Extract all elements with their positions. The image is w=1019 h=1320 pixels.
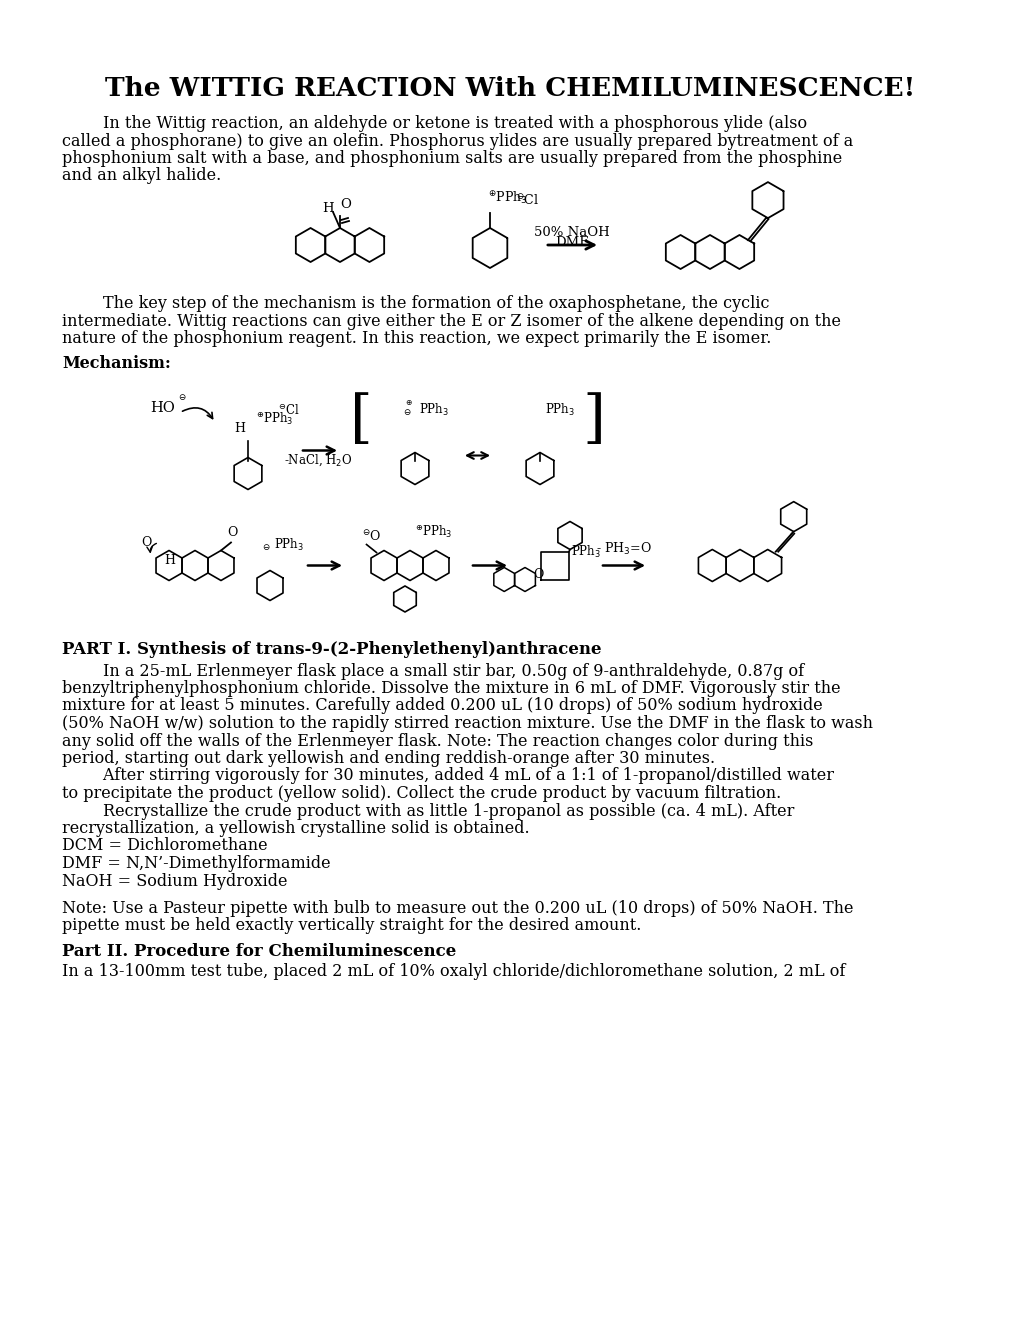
Text: $^{\ominus}$: $^{\ominus}$ [178,393,186,407]
Text: PPh$_3$: PPh$_3$ [571,544,600,560]
Text: $^{\ominus}$: $^{\ominus}$ [262,544,270,557]
Text: benzyltriphenylphosphonium chloride. Dissolve the mixture in 6 mL of DMF. Vigoro: benzyltriphenylphosphonium chloride. Dis… [62,680,840,697]
Text: $^{\oplus}$PPh$_3$: $^{\oplus}$PPh$_3$ [256,411,293,426]
Text: -NaCl, H$_2$O: -NaCl, H$_2$O [283,453,352,469]
Text: recrystallization, a yellowish crystalline solid is obtained.: recrystallization, a yellowish crystalli… [62,820,529,837]
Text: In a 25-mL Erlenmeyer flask place a small stir bar, 0.50g of 9-anthraldehyde, 0.: In a 25-mL Erlenmeyer flask place a smal… [62,663,803,680]
Text: In a 13-100mm test tube, placed 2 mL of 10% oxalyl chloride/dichloromethane solu: In a 13-100mm test tube, placed 2 mL of … [62,964,845,979]
Text: [: [ [350,392,372,449]
Text: called a phosphorane) to give an olefin. Phosphorus ylides are usually prepared : called a phosphorane) to give an olefin.… [62,132,853,149]
Text: $^{\ominus}$: $^{\ominus}$ [403,408,411,421]
Text: HO: HO [150,401,175,416]
Text: - PH$_3$=O: - PH$_3$=O [595,540,651,557]
Text: O: O [533,568,543,581]
Text: PPh$_3$: PPh$_3$ [419,401,448,417]
Text: to precipitate the product (yellow solid). Collect the crude product by vacuum f: to precipitate the product (yellow solid… [62,785,781,803]
Text: mixture for at least 5 minutes. Carefully added 0.200 uL (10 drops) of 50% sodiu: mixture for at least 5 minutes. Carefull… [62,697,822,714]
Text: Mechanism:: Mechanism: [62,355,171,372]
Text: O: O [227,525,237,539]
Text: $^{\ominus}$Cl: $^{\ominus}$Cl [278,403,300,417]
Text: Recrystallize the crude product with as little 1-propanol as possible (ca. 4 mL): Recrystallize the crude product with as … [62,803,794,820]
Text: H: H [322,202,333,214]
Text: $^{\oplus}$PPh$_3$: $^{\oplus}$PPh$_3$ [487,190,527,206]
Text: Note: Use a Pasteur pipette with bulb to measure out the 0.200 uL (10 drops) of : Note: Use a Pasteur pipette with bulb to… [62,900,853,917]
Text: $^{\ominus}$O: $^{\ominus}$O [362,528,381,544]
Text: In the Wittig reaction, an aldehyde or ketone is treated with a phosphorous ylid: In the Wittig reaction, an aldehyde or k… [62,115,806,132]
Text: NaOH = Sodium Hydroxide: NaOH = Sodium Hydroxide [62,873,287,890]
Text: ]: ] [582,392,604,449]
Text: phosphonium salt with a base, and phosphonium salts are usually prepared from th: phosphonium salt with a base, and phosph… [62,150,842,168]
Text: H: H [234,422,246,436]
Text: and an alkyl halide.: and an alkyl halide. [62,168,221,185]
Text: $^{\oplus}$PPh$_3$: $^{\oplus}$PPh$_3$ [415,523,452,540]
Text: DMF = N,N’-Dimethylformamide: DMF = N,N’-Dimethylformamide [62,855,330,873]
Text: DCM = Dichloromethane: DCM = Dichloromethane [62,837,267,854]
Text: 50% NaOH: 50% NaOH [534,226,609,239]
Text: nature of the phosphonium reagent. In this reaction, we expect primarily the E i: nature of the phosphonium reagent. In th… [62,330,770,347]
Text: $^{\ominus}$Cl: $^{\ominus}$Cl [516,193,538,207]
Text: period, starting out dark yellowish and ending reddish-orange after 30 minutes.: period, starting out dark yellowish and … [62,750,714,767]
Text: O: O [340,198,352,210]
Text: PPh$_3$: PPh$_3$ [274,536,304,553]
Text: Part II. Procedure for Chemiluminescence: Part II. Procedure for Chemiluminescence [62,942,455,960]
Text: DMF: DMF [554,235,588,248]
Text: $^{\oplus}$: $^{\oplus}$ [405,400,413,409]
Text: any solid off the walls of the Erlenmeyer flask. Note: The reaction changes colo: any solid off the walls of the Erlenmeye… [62,733,812,750]
Text: After stirring vigorously for 30 minutes, added 4 mL of a 1:1 of 1-propanol/dist: After stirring vigorously for 30 minutes… [62,767,834,784]
Text: The key step of the mechanism is the formation of the oxaphosphetane, the cyclic: The key step of the mechanism is the for… [62,294,768,312]
Text: O: O [141,536,151,549]
Text: PPh$_3$: PPh$_3$ [544,401,575,417]
Text: intermediate. Wittig reactions can give either the E or Z isomer of the alkene d: intermediate. Wittig reactions can give … [62,313,841,330]
Text: H: H [164,553,175,566]
Text: pipette must be held exactly vertically straight for the desired amount.: pipette must be held exactly vertically … [62,917,641,935]
Text: (50% NaOH w/w) solution to the rapidly stirred reaction mixture. Use the DMF in : (50% NaOH w/w) solution to the rapidly s… [62,715,872,733]
Text: The WITTIG REACTION With CHEMILUMINESCENCE!: The WITTIG REACTION With CHEMILUMINESCEN… [105,75,914,100]
Text: PART I. Synthesis of trans-9-(2-Phenylethenyl)anthracene: PART I. Synthesis of trans-9-(2-Phenylet… [62,640,601,657]
